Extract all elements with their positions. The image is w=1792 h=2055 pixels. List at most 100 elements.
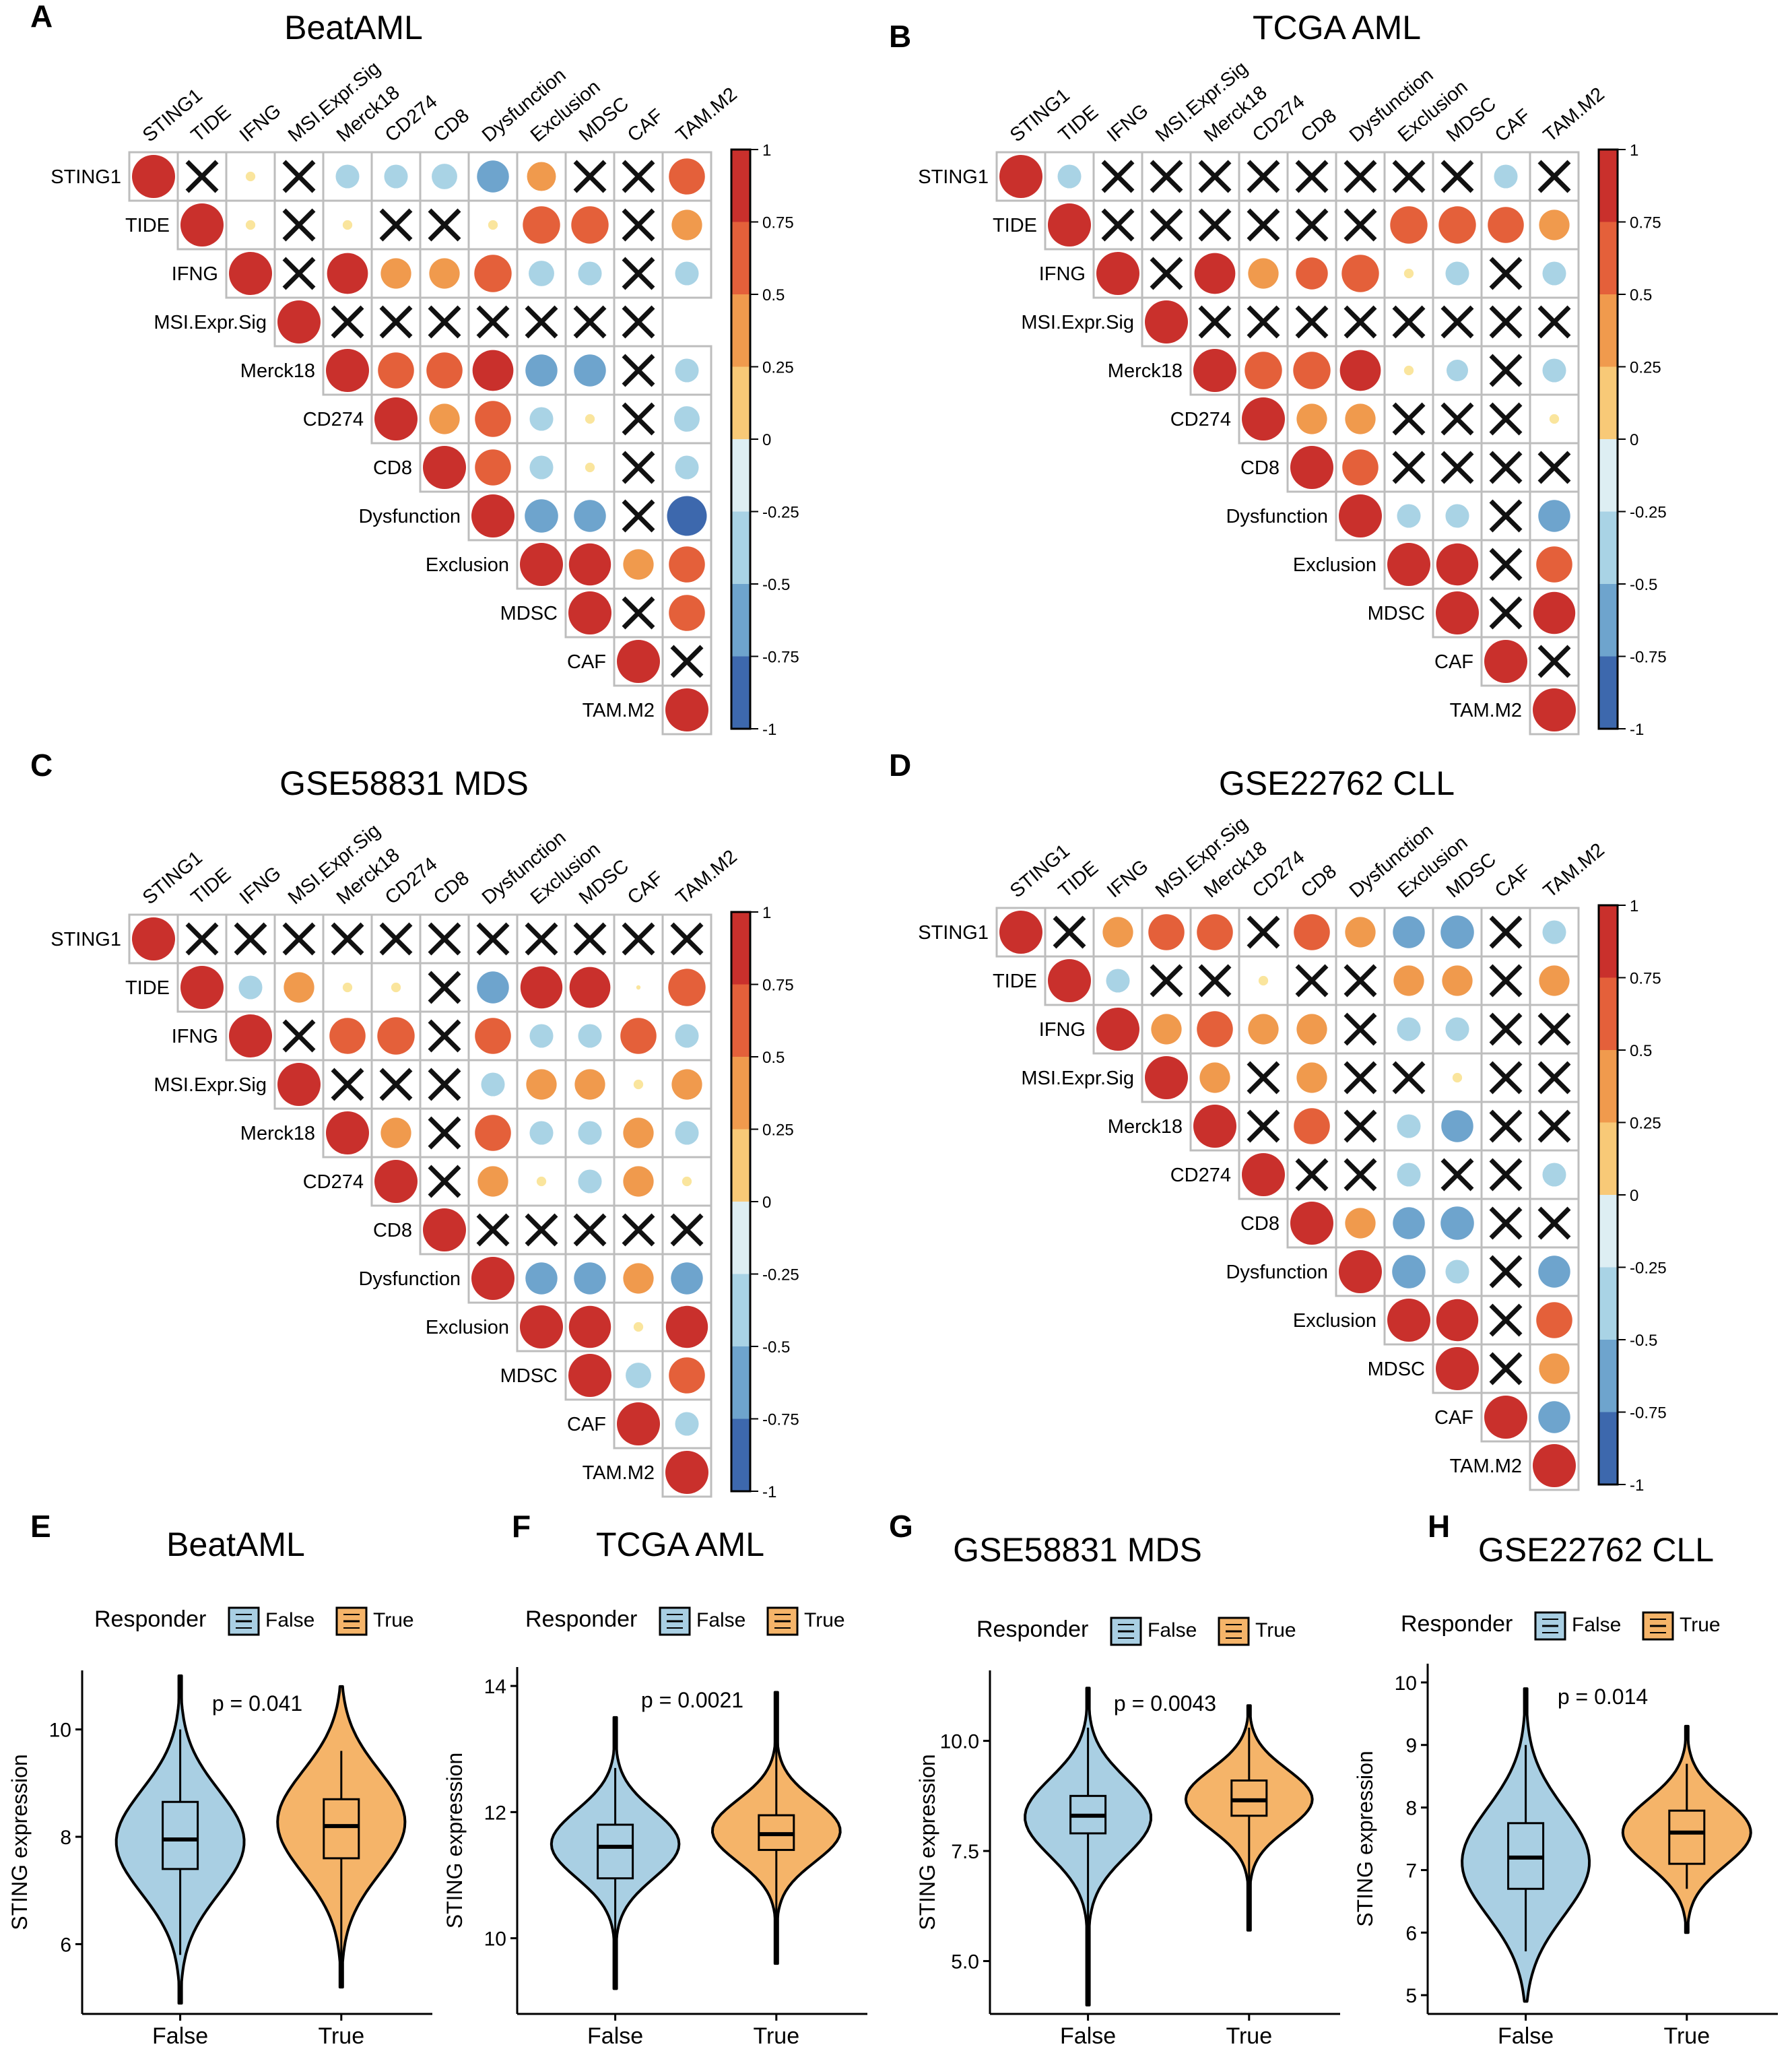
insignificant-cross [1489, 596, 1523, 630]
colorbar-tick-label: 0 [762, 1194, 771, 1212]
correlation-circle [1533, 688, 1576, 731]
insignificant-cross [428, 1165, 461, 1198]
insignificant-cross [1489, 1109, 1523, 1143]
insignificant-cross [1343, 1012, 1377, 1046]
insignificant-cross [1537, 1109, 1571, 1143]
insignificant-cross [379, 1068, 413, 1101]
colorbar-tick-label: -0.5 [762, 576, 790, 594]
correlation-circle [1542, 358, 1566, 383]
correlation-circle [391, 982, 401, 993]
correlation-circle [1345, 1208, 1376, 1239]
row-label-tide: TIDE [125, 977, 170, 999]
insignificant-cross [1537, 1012, 1571, 1046]
colorbar-tick-label: 0.5 [1630, 1042, 1652, 1060]
panel-title: BeatAML [284, 9, 423, 46]
correlation-circle [1539, 1353, 1570, 1384]
insignificant-cross [622, 451, 655, 484]
row-label-cd274: CD274 [303, 409, 364, 430]
legend-key-false [1110, 1617, 1142, 1646]
insignificant-cross [1198, 208, 1232, 242]
grid-cell [516, 1010, 567, 1062]
correlation-circle [529, 1024, 554, 1048]
colorbar-tick-label: -0.25 [762, 1266, 799, 1284]
grid-cell [273, 1010, 325, 1062]
correlation-circle [1393, 965, 1424, 996]
colorbar-segment [731, 1274, 750, 1346]
colorbar-segment [1599, 1195, 1618, 1268]
correlation-circle [1242, 1153, 1285, 1196]
insignificant-cross [525, 922, 558, 956]
column-label-tam-m2: TAM.M2 [672, 84, 741, 147]
correlation-circle [574, 354, 606, 387]
correlation-circle [1193, 1105, 1236, 1148]
colorbar-segment [731, 1346, 750, 1419]
colorbar-segment [731, 1129, 750, 1202]
correlation-circle [1536, 546, 1572, 583]
correlation-circle [1339, 350, 1381, 391]
correlation-circle [623, 1117, 654, 1148]
y-tick-label: 12 [484, 1802, 506, 1824]
grid-cell [1480, 955, 1531, 1006]
insignificant-cross [185, 922, 219, 956]
row-label-caf: CAF [567, 1414, 606, 1435]
y-tick-label: 10 [1395, 1672, 1417, 1695]
correlation-circle [1339, 494, 1382, 537]
row-label-ifng: IFNG [1039, 1019, 1086, 1041]
correlation-circle [1436, 543, 1479, 586]
panel-letter: H [1428, 1509, 1450, 1544]
correlation-circle [481, 1072, 505, 1097]
correlation-circle [571, 206, 609, 244]
correlation-circle [1539, 965, 1570, 996]
correlation-circle [1549, 414, 1560, 424]
insignificant-cross [185, 160, 219, 193]
colorbar-tick-label: -0.25 [762, 504, 799, 522]
insignificant-cross [428, 305, 461, 339]
colorbar-segment [1599, 656, 1618, 729]
panel-letter: C [30, 748, 53, 783]
correlation-circle [585, 462, 595, 473]
insignificant-cross [1247, 1061, 1280, 1095]
correlation-circle [668, 969, 706, 1006]
row-label-sting1: STING1 [918, 166, 989, 188]
y-tick-label: 10.0 [940, 1731, 979, 1753]
correlation-circle [1542, 261, 1566, 286]
colorbar-tick-label: 0.75 [762, 214, 794, 232]
row-label-mdsc: MDSC [1368, 1359, 1425, 1380]
row-label-exclusion: Exclusion [1293, 1310, 1376, 1332]
row-label-ifng: IFNG [1039, 263, 1086, 285]
row-label-caf: CAF [1434, 651, 1473, 673]
y-axis-label: STING expression [442, 1753, 467, 1928]
insignificant-cross [1247, 208, 1280, 242]
correlation-circle [1538, 1255, 1570, 1288]
correlation-circle [675, 1121, 699, 1145]
colorbar-tick-label: -1 [762, 1483, 776, 1501]
correlation-circle [277, 300, 321, 344]
panel-title: TCGA AML [1253, 9, 1421, 46]
legend-title: Responder [1401, 1611, 1513, 1637]
insignificant-cross [622, 208, 655, 242]
correlation-circle [326, 349, 369, 392]
correlation-circle [1290, 1202, 1333, 1245]
colorbar-segment [731, 1418, 750, 1491]
correlation-circle [669, 158, 705, 195]
correlation-circle [342, 982, 353, 993]
y-tick-label: 7.5 [951, 1841, 979, 1863]
correlation-circle [665, 688, 708, 731]
insignificant-cross [1343, 1158, 1377, 1192]
correlation-circle [578, 1121, 602, 1145]
row-label-exclusion: Exclusion [1293, 554, 1376, 576]
y-axis-label: STING expression [915, 1754, 939, 1930]
row-label-tam-m2: TAM.M2 [1450, 700, 1522, 721]
insignificant-cross [1247, 915, 1280, 949]
insignificant-cross [573, 1213, 607, 1247]
correlation-circle [1048, 959, 1091, 1002]
insignificant-cross [1489, 354, 1523, 387]
correlation-circle [525, 499, 558, 533]
correlation-circle [1436, 1299, 1479, 1342]
x-tick-label-false: False [1498, 2023, 1554, 2049]
correlation-circle [429, 403, 460, 434]
insignificant-cross [428, 922, 461, 956]
correlation-circle [1397, 1017, 1421, 1041]
legend-label-false: False [1148, 1619, 1197, 1641]
